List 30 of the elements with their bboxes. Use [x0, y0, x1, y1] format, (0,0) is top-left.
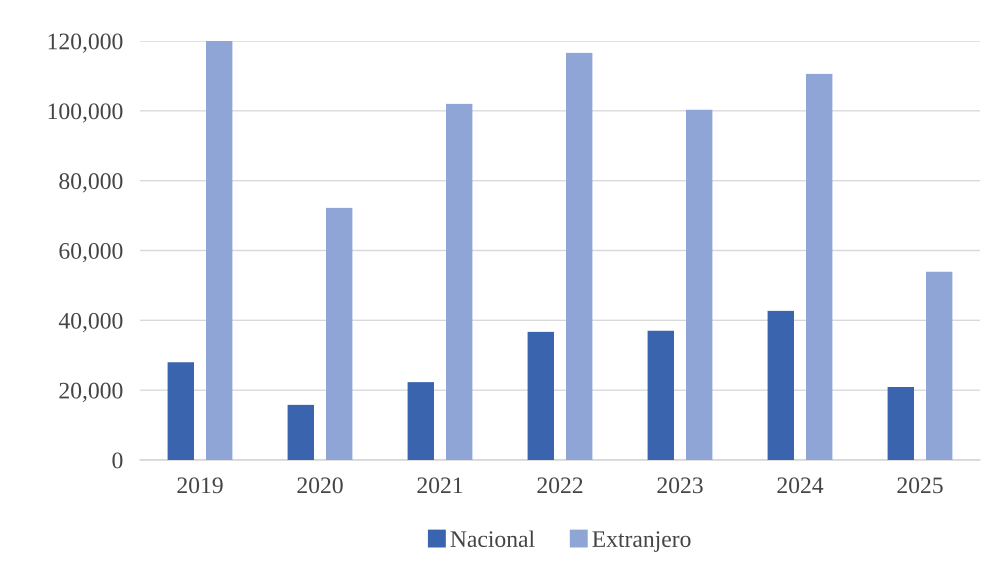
- y-tick-label: 40,000: [58, 312, 122, 332]
- y-tick-label: 100,000: [48, 103, 122, 123]
- legend-label: Extranjero: [592, 531, 690, 552]
- y-tick-label: 120,000: [48, 33, 122, 53]
- legend-label: Nacional: [450, 530, 535, 548]
- x-tick-label: 2025: [897, 477, 943, 494]
- bar: [206, 41, 232, 460]
- x-tick-label: 2024: [777, 477, 824, 494]
- x-tick-label: 2021: [417, 477, 462, 494]
- bar: [768, 310, 794, 460]
- x-tick-label: 2019: [177, 477, 223, 494]
- bar: [686, 110, 712, 460]
- bar: [926, 272, 952, 460]
- bar: [168, 362, 194, 460]
- y-tick-label: 80,000: [59, 173, 122, 192]
- bar: [326, 208, 352, 460]
- x-tick-label: 2023: [657, 477, 703, 494]
- bar: [528, 332, 554, 460]
- bar: [446, 104, 472, 460]
- x-tick-label: 2020: [297, 477, 343, 494]
- x-tick-label: 2022: [537, 477, 582, 494]
- bar: [648, 330, 674, 460]
- y-tick-label: 0: [112, 452, 122, 468]
- y-tick-label: 20,000: [59, 382, 122, 402]
- bar: [806, 74, 832, 460]
- y-tick-label: 60,000: [59, 242, 122, 262]
- bar: [408, 382, 434, 460]
- bar: [888, 387, 914, 460]
- bar: [288, 404, 314, 460]
- bar: [566, 52, 592, 460]
